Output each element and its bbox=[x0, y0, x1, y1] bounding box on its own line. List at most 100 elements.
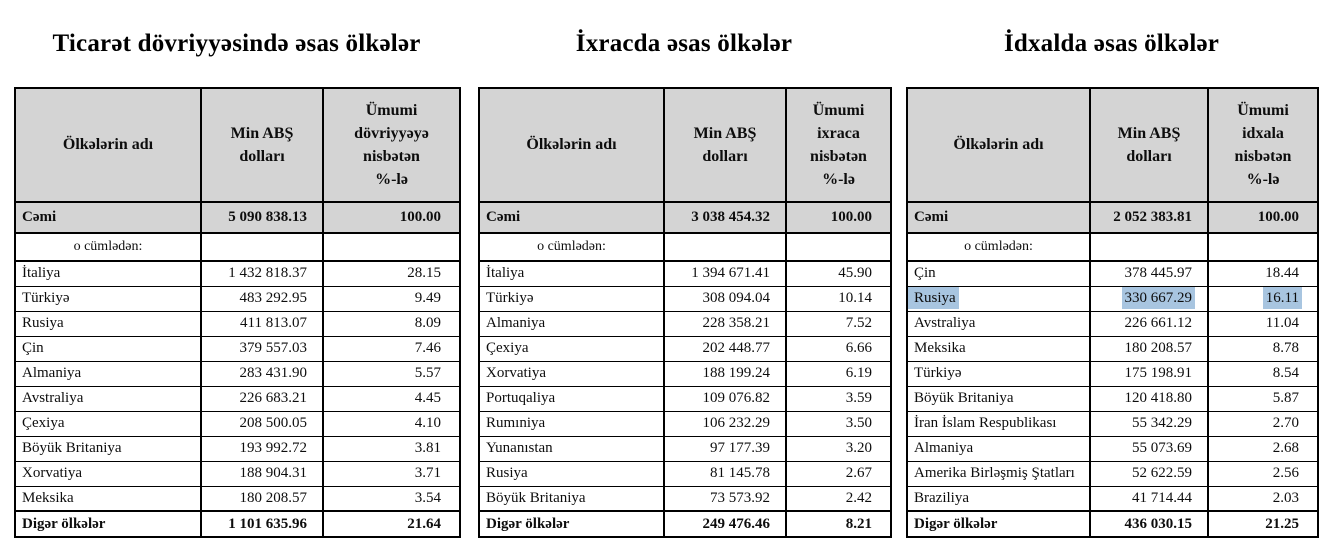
table-row: Avstraliya 226 683.21 4.45 bbox=[14, 385, 461, 412]
country-cell: Amerika Birləşmiş Ştatları bbox=[914, 465, 1075, 481]
subheading-label: o cümlədən: bbox=[478, 232, 665, 262]
country-cell: Rumıniya bbox=[486, 415, 546, 431]
percent-cell: 10.14 bbox=[838, 290, 872, 306]
table-row: Türkiyə 483 292.95 9.49 bbox=[14, 285, 461, 312]
percent-cell: 45.90 bbox=[838, 265, 872, 282]
table-row: Böyük Britaniya 73 573.92 2.42 bbox=[478, 485, 892, 512]
col-header-country: Ölkələrin adı bbox=[906, 87, 1091, 203]
trade-turnover-title: Ticarət dövriyyəsində əsas ölkələr bbox=[52, 30, 421, 57]
country-cell: Almaniya bbox=[486, 315, 546, 331]
country-cell: Almaniya bbox=[914, 440, 974, 456]
value-cell: 208 500.05 bbox=[239, 415, 308, 431]
total-row: Cəmi 2 052 383.81 100.00 bbox=[906, 201, 1319, 234]
table-row: İtaliya 1 394 671.41 45.90 bbox=[478, 260, 892, 287]
trade-turnover-table: Ölkələrin adı Min ABŞ dolları Ümumi dövr… bbox=[14, 87, 461, 538]
table-row: İran İslam Respublikası 55 342.29 2.70 bbox=[906, 410, 1319, 437]
other-countries-percent: 8.21 bbox=[785, 510, 892, 538]
country-cell: İran İslam Respublikası bbox=[914, 415, 1057, 431]
header-row: Ölkələrin adı Min ABŞ dolları Ümumi idxa… bbox=[906, 87, 1319, 203]
value-cell: 308 094.04 bbox=[702, 290, 771, 306]
value-cell: 73 573.92 bbox=[710, 489, 770, 506]
exports-section: İxracda əsas ölkələr Ölkələrin adı Min A… bbox=[478, 30, 892, 538]
table-row: Meksika 180 208.57 3.54 bbox=[14, 485, 461, 512]
table-row: Almaniya 228 358.21 7.52 bbox=[478, 310, 892, 337]
total-label: Cəmi bbox=[14, 201, 202, 234]
subheading-label: o cümlədən: bbox=[14, 232, 202, 262]
percent-cell: 11.04 bbox=[1265, 315, 1299, 331]
percent-cell: 2.68 bbox=[1272, 440, 1299, 456]
percent-cell: 7.52 bbox=[845, 315, 872, 331]
value-cell: 411 813.07 bbox=[240, 315, 307, 331]
country-cell: Xorvatiya bbox=[486, 365, 546, 381]
value-cell: 55 342.29 bbox=[1132, 415, 1192, 431]
percent-cell: 8.78 bbox=[1272, 340, 1299, 356]
percent-cell: 3.71 bbox=[414, 465, 441, 481]
table-row: Amerika Birləşmiş Ştatları 52 622.59 2.56 bbox=[906, 460, 1319, 487]
other-countries-row: Digər ölkələr 436 030.15 21.25 bbox=[906, 510, 1319, 538]
country-cell: Çin bbox=[914, 265, 936, 282]
value-cell: 378 445.97 bbox=[1124, 265, 1193, 282]
value-cell: 106 232.29 bbox=[702, 415, 771, 431]
total-percent: 100.00 bbox=[785, 201, 892, 234]
country-cell: İtaliya bbox=[486, 265, 525, 282]
col-header-country: Ölkələrin adı bbox=[478, 87, 665, 203]
exports-table: Ölkələrin adı Min ABŞ dolları Ümumi ixra… bbox=[478, 87, 892, 538]
percent-cell: 8.09 bbox=[414, 315, 441, 331]
table-row: Xorvatiya 188 199.24 6.19 bbox=[478, 360, 892, 387]
country-cell: Böyük Britaniya bbox=[22, 440, 122, 456]
table-row: Çin 378 445.97 18.44 bbox=[906, 260, 1319, 287]
percent-cell: 4.45 bbox=[414, 390, 441, 406]
percent-cell: 16.11 bbox=[1262, 287, 1302, 309]
country-cell: Çexiya bbox=[486, 340, 529, 356]
table-row: Yunanıstan 97 177.39 3.20 bbox=[478, 435, 892, 462]
percent-cell: 3.54 bbox=[414, 489, 441, 506]
other-countries-row: Digər ölkələr 1 101 635.96 21.64 bbox=[14, 510, 461, 538]
percent-cell: 4.10 bbox=[414, 415, 441, 431]
value-cell: 97 177.39 bbox=[710, 440, 770, 456]
percent-cell: 2.42 bbox=[845, 489, 872, 506]
percent-cell: 3.81 bbox=[414, 440, 441, 456]
other-countries-value: 249 476.46 bbox=[663, 510, 787, 538]
header-row: Ölkələrin adı Min ABŞ dolları Ümumi ixra… bbox=[478, 87, 892, 203]
value-cell: 283 431.90 bbox=[239, 365, 308, 381]
value-cell: 52 622.59 bbox=[1132, 465, 1192, 481]
exports-title: İxracda əsas ölkələr bbox=[575, 30, 793, 57]
total-percent: 100.00 bbox=[322, 201, 461, 234]
value-cell: 193 992.72 bbox=[239, 440, 308, 456]
subheading-row: o cümlədən: bbox=[14, 232, 461, 262]
table-row: Çexiya 202 448.77 6.66 bbox=[478, 335, 892, 362]
table-row: Böyük Britaniya 120 418.80 5.87 bbox=[906, 385, 1319, 412]
table-row: Böyük Britaniya 193 992.72 3.81 bbox=[14, 435, 461, 462]
country-cell: Meksika bbox=[914, 340, 966, 356]
percent-cell: 2.03 bbox=[1272, 489, 1299, 506]
country-cell: Rusiya bbox=[22, 315, 64, 331]
percent-cell: 2.56 bbox=[1272, 465, 1299, 481]
other-countries-label: Digər ölkələr bbox=[906, 510, 1091, 538]
value-cell: 228 358.21 bbox=[702, 315, 771, 331]
value-cell: 330 667.29 bbox=[1121, 287, 1195, 309]
value-cell: 379 557.03 bbox=[239, 340, 308, 356]
country-cell: Rusiya bbox=[909, 287, 959, 309]
empty-cell bbox=[663, 232, 787, 262]
table-row: Xorvatiya 188 904.31 3.71 bbox=[14, 460, 461, 487]
table-row: Meksika 180 208.57 8.78 bbox=[906, 335, 1319, 362]
country-cell: Rusiya bbox=[486, 465, 528, 481]
country-cell: Türkiyə bbox=[22, 290, 70, 306]
table-row: İtaliya 1 432 818.37 28.15 bbox=[14, 260, 461, 287]
value-cell: 120 418.80 bbox=[1124, 390, 1193, 406]
col-header-percent: Ümumi dövriyyəyə nisbətən %-lə bbox=[322, 87, 461, 203]
value-cell: 483 292.95 bbox=[239, 290, 308, 306]
country-cell: Almaniya bbox=[22, 365, 82, 381]
country-cell: İtaliya bbox=[22, 265, 61, 282]
imports-table: Ölkələrin adı Min ABŞ dolları Ümumi idxa… bbox=[906, 87, 1319, 538]
other-countries-row: Digər ölkələr 249 476.46 8.21 bbox=[478, 510, 892, 538]
value-cell: 175 198.91 bbox=[1124, 365, 1193, 381]
percent-cell: 9.49 bbox=[414, 290, 441, 306]
table-row: Rusiya 81 145.78 2.67 bbox=[478, 460, 892, 487]
other-countries-value: 436 030.15 bbox=[1089, 510, 1209, 538]
empty-cell bbox=[1089, 232, 1209, 262]
percent-cell: 18.44 bbox=[1265, 265, 1299, 282]
subheading-row: o cümlədən: bbox=[478, 232, 892, 262]
other-countries-percent: 21.25 bbox=[1207, 510, 1319, 538]
